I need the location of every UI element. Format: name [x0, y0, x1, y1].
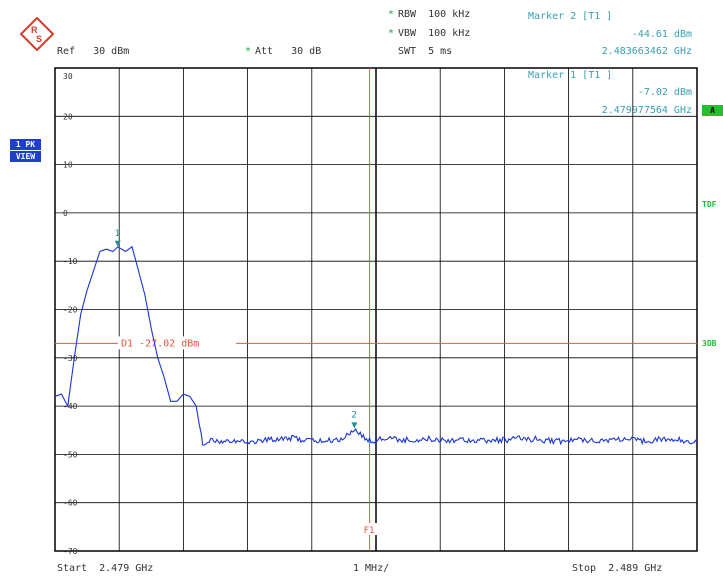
trace-mode-badge: 1 PK [10, 139, 41, 150]
y-tick-label: -30 [63, 354, 78, 363]
marker-1-label: 1 [115, 229, 120, 239]
svg-text:S: S [36, 34, 42, 44]
y-tick-label: -40 [63, 402, 78, 411]
marker-1-triangle [114, 240, 121, 247]
y-tick-label: -20 [63, 306, 78, 315]
vbw-setting: VBW 100 kHz [398, 28, 471, 39]
marker-2-triangle [351, 422, 358, 429]
f1-label: F1 [364, 526, 375, 536]
y-tick-label: -10 [63, 257, 78, 266]
att-star: * [245, 46, 252, 57]
y-tick-label: 30 [63, 72, 73, 81]
trigger-badge: A [702, 105, 723, 116]
y-tick-label: -70 [63, 547, 78, 556]
swt-setting: SWT 5 ms [398, 46, 453, 57]
attenuation: Att 30 dB [255, 46, 322, 57]
marker2-level: -44.61 dBm [631, 29, 692, 40]
tdf-tag: TDF [702, 200, 717, 209]
display-line-label-bg [118, 336, 236, 350]
vbw-star: * [388, 28, 395, 39]
marker1-title: Marker 1 [T1 ] [528, 70, 613, 81]
rbw-setting: RBW 100 kHz [398, 9, 471, 20]
rs-logo: R S [8, 6, 55, 52]
spectrum-trace [54, 245, 698, 446]
ref-level: Ref 30 dBm [57, 46, 130, 57]
3db-tag: 3DB [702, 339, 717, 348]
marker2-freq: 2.483663462 GHz [601, 46, 692, 57]
marker2-title: Marker 2 [T1 ] [528, 11, 613, 22]
y-tick-label: -50 [63, 450, 78, 459]
start-frequency: Start 2.479 GHz [57, 563, 154, 574]
y-tick-label: -60 [63, 499, 78, 508]
y-tick-label: 20 [63, 112, 73, 121]
trace-view-badge: VIEW [10, 151, 41, 162]
stop-frequency: Stop 2.489 GHz [572, 563, 663, 574]
f1-label-bg [361, 523, 378, 535]
rbw-star: * [388, 9, 395, 20]
marker1-freq: 2.479977564 GHz [601, 105, 692, 116]
trigger-badge-label: A [710, 106, 715, 115]
span-per-division: 1 MHz/ [353, 563, 390, 574]
marker1-level: -7.02 dBm [637, 87, 692, 98]
display-line-label: D1 -27.02 dBm [121, 338, 199, 349]
svg-text:R: R [31, 25, 38, 35]
y-tick-label: 0 [63, 209, 68, 218]
y-tick-label: 10 [63, 161, 73, 170]
marker-2-label: 2 [351, 410, 356, 420]
